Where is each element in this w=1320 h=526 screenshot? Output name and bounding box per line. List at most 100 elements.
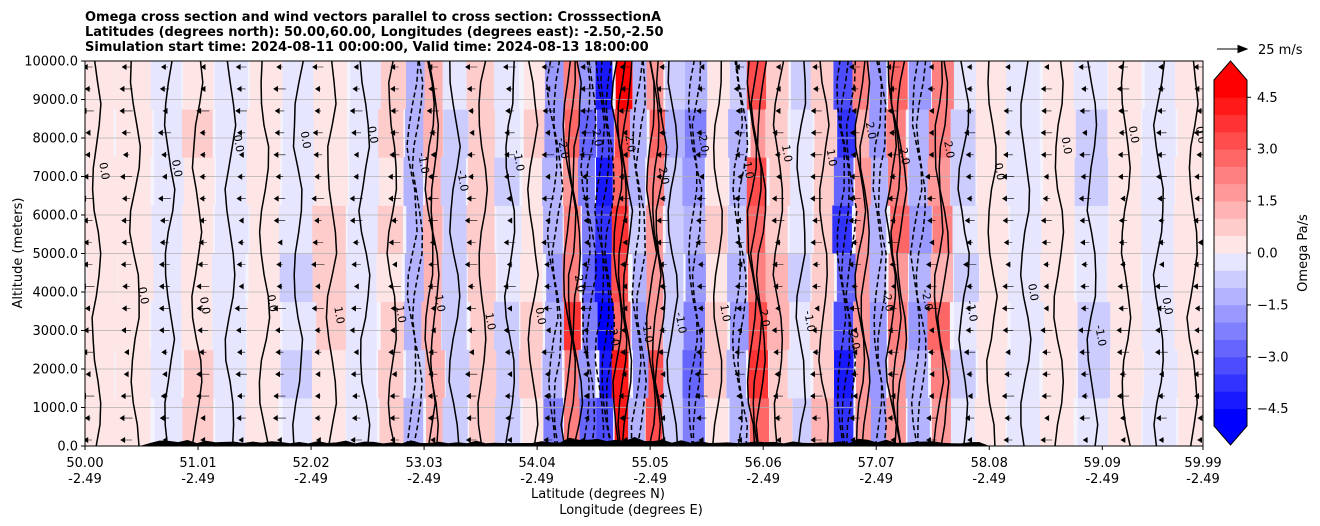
wind-vector xyxy=(1043,261,1050,268)
contour-line xyxy=(128,61,142,446)
wind-vector xyxy=(1005,349,1011,356)
wind-vector xyxy=(1157,195,1166,202)
wind-vector xyxy=(541,239,555,246)
omega-cell xyxy=(520,253,543,303)
x-tick-label-lat: 59.99 xyxy=(1184,456,1221,471)
omega-cell xyxy=(810,301,833,351)
wind-vector xyxy=(964,217,975,224)
x-tick-label-lon: -2.49 xyxy=(181,472,215,487)
colorbar-segment xyxy=(1214,166,1247,185)
wind-vector xyxy=(465,371,478,378)
wind-vector xyxy=(622,283,628,290)
wind-vector xyxy=(967,393,973,400)
wind-vector xyxy=(811,415,821,422)
wind-vector xyxy=(659,195,666,202)
omega-cell xyxy=(467,157,496,206)
contour-line xyxy=(1086,61,1099,446)
wind-vector xyxy=(159,261,170,268)
wind-vector xyxy=(810,173,823,180)
wind-vector xyxy=(274,107,285,114)
wind-vector xyxy=(1003,107,1013,114)
wind-vector xyxy=(696,107,707,114)
wind-vector xyxy=(775,305,781,312)
omega-cell xyxy=(443,205,469,254)
y-tick-label: 10000.0 xyxy=(24,55,78,70)
colorbar-segment xyxy=(1214,391,1247,410)
y-tick-label: 9000.0 xyxy=(33,93,79,108)
wind-vector xyxy=(734,129,745,136)
wind-vector xyxy=(467,151,476,158)
wind-vector xyxy=(85,129,91,136)
contour-line xyxy=(986,61,998,446)
wind-vector xyxy=(1002,173,1014,180)
wind-vector xyxy=(1158,217,1165,224)
wind-vector xyxy=(199,217,207,224)
wind-vector xyxy=(848,261,861,268)
omega-cell xyxy=(954,301,980,351)
contour-line xyxy=(1053,61,1065,446)
wind-vector xyxy=(1155,173,1167,180)
omega-cell xyxy=(684,109,708,158)
wind-vector xyxy=(929,327,934,334)
wind-vector xyxy=(1197,239,1203,246)
omega-cell xyxy=(833,301,854,351)
contour-line xyxy=(358,61,371,446)
wind-vector xyxy=(544,261,552,268)
wind-vector xyxy=(427,195,439,202)
contour-line xyxy=(1019,61,1032,446)
contour-line xyxy=(691,61,703,446)
wind-vector xyxy=(1003,239,1013,246)
omega-cell xyxy=(182,397,214,446)
x-tick-label-lon: -2.49 xyxy=(1085,472,1119,487)
wind-vector xyxy=(698,436,704,444)
wind-vector xyxy=(696,217,707,224)
wind-vector xyxy=(119,107,133,114)
omega-cell xyxy=(183,157,215,206)
omega-cell xyxy=(543,205,563,254)
wind-vector xyxy=(1002,195,1014,202)
wind-vector xyxy=(427,415,438,422)
wind-vector xyxy=(583,393,589,400)
y-tick-label: 6000.0 xyxy=(33,209,79,224)
omega-cell xyxy=(441,301,467,351)
contour-line xyxy=(854,61,867,446)
y-tick-label: 1000.0 xyxy=(33,401,79,416)
wind-vector xyxy=(659,327,667,334)
omega-cell xyxy=(542,157,562,206)
wind-vector xyxy=(1120,436,1126,444)
omega-cell xyxy=(1178,397,1203,446)
wind-vector xyxy=(235,63,247,71)
wind-vector xyxy=(697,261,705,268)
wind-vector xyxy=(659,393,667,400)
wind-vector xyxy=(238,151,244,158)
wind-vector xyxy=(1158,63,1165,71)
chart-title-line-2: Latitudes (degrees north): 50.00,60.00, … xyxy=(85,25,664,40)
wind-vector xyxy=(162,371,168,378)
omega-cell xyxy=(279,253,314,303)
wind-vector xyxy=(426,107,439,114)
wind-vector xyxy=(618,195,631,202)
wind-vector xyxy=(619,415,630,422)
wind-vector xyxy=(1041,107,1052,114)
contour-line xyxy=(610,61,623,446)
omega-cell xyxy=(977,205,1009,254)
omega-cell xyxy=(729,157,749,206)
omega-cell xyxy=(852,61,870,110)
wind-vector xyxy=(1196,151,1203,158)
wind-vector xyxy=(1079,415,1090,422)
contour-line xyxy=(566,61,577,446)
wind-vector xyxy=(196,371,210,378)
wind-vector xyxy=(1194,85,1203,92)
colorbar-segment xyxy=(1214,322,1247,340)
wind-vector xyxy=(544,371,551,378)
wind-vector xyxy=(273,85,286,92)
wind-vector xyxy=(733,85,746,92)
colorbar-tick-label: 1.5 xyxy=(1257,195,1278,210)
wind-vector xyxy=(315,436,321,444)
wind-vector xyxy=(965,173,974,180)
wind-vector xyxy=(810,371,823,378)
omega-cell xyxy=(766,61,789,110)
wind-vector xyxy=(810,107,822,114)
wind-vector xyxy=(1116,85,1130,92)
wind-vector xyxy=(312,129,323,136)
